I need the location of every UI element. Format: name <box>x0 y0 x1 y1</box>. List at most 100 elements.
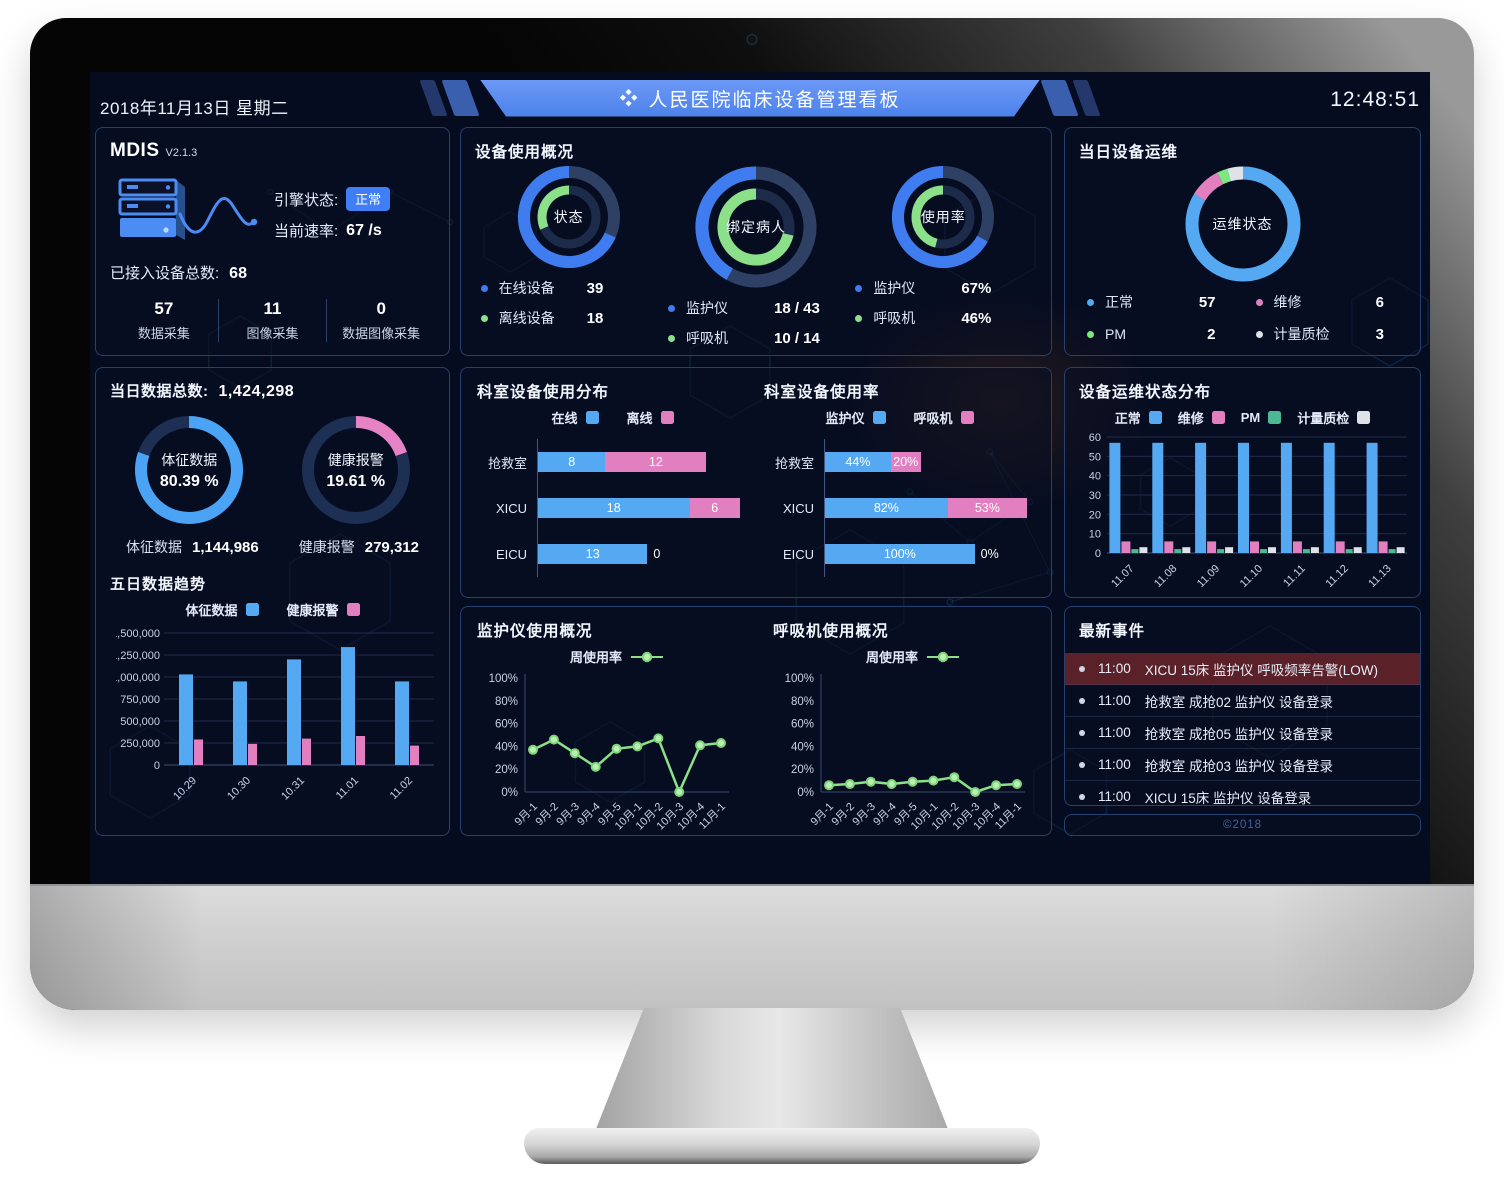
legend-swatch-icon <box>1211 411 1225 424</box>
panel-title: 呼吸机使用概况 <box>773 623 889 640</box>
header-date: 2018年11月13日 星期二 <box>100 99 289 118</box>
donut-center-label: 使用率 <box>920 209 966 225</box>
legend-item[interactable]: 周使用率 <box>866 647 960 666</box>
monitor-frame: 2018年11月13日 星期二 人民医院临床设备管理看板 <box>30 18 1474 1010</box>
bar-value-label: 0 <box>653 547 661 561</box>
svg-text:100%: 100% <box>785 673 814 685</box>
bar-segment: 18 <box>538 498 690 518</box>
legend-item[interactable]: PM <box>1241 410 1282 425</box>
bar-category-label: XICU <box>495 500 527 516</box>
bullet-icon <box>1079 729 1085 736</box>
legend-item[interactable]: 正常 57 <box>1087 292 1230 312</box>
usage-donut-column: 绑定病人 监护仪 18 / 43 呼吸机 10 / 14 <box>662 166 849 348</box>
bar-category-label: 抢救室 <box>774 455 814 471</box>
legend-item[interactable]: 监护仪 67% <box>855 278 1031 298</box>
maintenance-bar-chart: 0 10 20 30 40 50 60 11.07 11.08 11.09 11.10 11.11 11… <box>1073 427 1412 602</box>
panel-title: 设备使用概况 <box>475 144 575 161</box>
data-total-value: 1,424,298 <box>218 383 295 400</box>
total-label: 健康报警 <box>298 539 355 555</box>
legend-item[interactable]: 在线 <box>551 408 599 427</box>
title-banner: 人民医院临床设备管理看板 <box>419 78 1101 118</box>
wave-line <box>178 197 256 234</box>
svg-text:0: 0 <box>154 760 160 772</box>
event-time: 11:00 <box>1098 661 1131 676</box>
legend-item[interactable]: 在线设备 39 <box>480 278 657 298</box>
data-totals: 体征数据 1,144,986 健康报警 279,312 <box>106 537 439 557</box>
legend-swatch-icon <box>1148 411 1162 424</box>
stacked-bar: 18 6 <box>538 485 748 531</box>
panel-maintenance-today: 当日设备运维 运维状态 正常 57 维修 6 <box>1064 127 1421 356</box>
legend-item[interactable]: 健康报警 <box>287 600 360 619</box>
legend-label: 在线设备 <box>498 280 555 296</box>
legend-item[interactable]: PM 2 <box>1087 324 1230 344</box>
legend-value: 46% <box>961 309 992 327</box>
legend-item[interactable]: 离线设备 18 <box>480 308 657 328</box>
legend-label: 离线设备 <box>498 310 555 326</box>
legend-item[interactable]: 监护仪 18 / 43 <box>667 298 844 318</box>
svg-text:750,000: 750,000 <box>120 694 160 706</box>
legend-label: 呼吸机 <box>913 411 953 426</box>
dept-usage: 科室设备使用率 监护仪 呼吸机 <box>756 380 1043 585</box>
panel-maintenance-distribution: 设备运维状态分布 正常 维修 <box>1064 367 1421 598</box>
bar-category-label: EICU <box>495 546 527 562</box>
panel-title: 监护仪使用概况 <box>477 623 593 640</box>
panel-usage-lines: 监护仪使用概况 周使用率 0% 20% 40% 60% 80% 100% 9月-1 9月-2 9… <box>460 606 1052 836</box>
stat-item: 11 图像采集 <box>217 299 327 342</box>
monitor-usage-chart: 监护仪使用概况 周使用率 0% 20% 40% 60% 80% 100% 9月-1 9月-2 9… <box>469 619 765 832</box>
svg-text:9月-2: 9月-2 <box>829 801 857 829</box>
donut-center-label: 体征数据 <box>161 451 218 468</box>
legend-value: 57 <box>1198 293 1216 311</box>
legend-item[interactable]: 周使用率 <box>570 647 664 666</box>
legend-item[interactable]: 维修 6 <box>1255 292 1399 312</box>
bar-segment: 82% <box>825 498 948 518</box>
panel-latest-events: 最新事件 11:00 XICU 15床 监护仪 呼吸频率告警(LOW) 11:0… <box>1064 606 1421 806</box>
total-label: 体征数据 <box>126 539 182 555</box>
event-row: 11:00 抢救室 成抢02 监护仪 设备登录 <box>1065 685 1420 717</box>
legend-label: 监护仪 <box>685 300 728 316</box>
data-donuts: 体征数据 80.39 % 健康报警 19.61 % <box>106 415 439 525</box>
legend-item[interactable]: 计量质检 <box>1297 408 1371 427</box>
event-text: XICU 15床 监护仪 设备登录 <box>1144 790 1312 806</box>
bar-segment: 53% <box>947 498 1027 518</box>
legend-label: 呼吸机 <box>873 310 916 326</box>
legend-item[interactable]: 维修 <box>1178 408 1225 427</box>
legend-label: PM <box>1105 326 1126 342</box>
bar-segment: 8 <box>538 452 606 472</box>
legend-item[interactable]: 正常 <box>1115 408 1162 427</box>
legend-dot-icon <box>667 334 675 342</box>
bar-value-label: 0% <box>980 547 999 561</box>
legend-item[interactable]: 体征数据 <box>185 600 259 619</box>
legend-item[interactable]: 监护仪 <box>825 408 886 427</box>
usage-donuts: 状态 在线设备 39 离线设备 18 绑定病人 监护仪 18 / 43 呼吸机 10 / 14 使用… <box>475 166 1037 348</box>
mdis-version: V2.1.3 <box>165 147 198 159</box>
line-legend: 周使用率 <box>477 647 757 666</box>
legend-item[interactable]: 呼吸机 46% <box>855 308 1031 328</box>
svg-text:10.29: 10.29 <box>171 775 199 803</box>
dept-distribution: 科室设备使用分布 在线 离线 <box>469 380 756 585</box>
monitor-stand-base <box>524 1128 1040 1164</box>
stat-label: 图像采集 <box>246 326 299 341</box>
svg-text:11.02: 11.02 <box>388 775 415 802</box>
legend-dot-icon <box>1087 330 1094 338</box>
total-item: 体征数据 1,144,986 <box>126 537 259 557</box>
donut-chart: 状态 <box>517 166 620 268</box>
stat-label: 数据图像采集 <box>342 326 421 341</box>
title-diamond-icon <box>619 89 638 108</box>
legend-item[interactable]: 呼吸机 <box>914 408 974 427</box>
legend-item[interactable]: 计量质检 3 <box>1255 324 1399 344</box>
rate-value: 67 /s <box>346 221 382 239</box>
event-time: 11:00 <box>1098 693 1131 708</box>
legend-value: 10 / 14 <box>773 329 820 347</box>
stat-label: 数据采集 <box>137 326 190 341</box>
svg-text:40%: 40% <box>791 741 814 753</box>
panel-title: 最新事件 <box>1079 623 1146 640</box>
svg-text:11.01: 11.01 <box>334 775 361 802</box>
svg-text:40%: 40% <box>495 741 518 753</box>
svg-text:11.08: 11.08 <box>1152 563 1179 590</box>
donut-chart: 健康报警 19.61 % <box>301 415 411 525</box>
event-time: 11:00 <box>1098 757 1131 772</box>
legend-item[interactable]: 离线 <box>627 408 674 427</box>
legend-item[interactable]: 呼吸机 10 / 14 <box>667 328 844 348</box>
mdist-legend: 正常 维修 PM <box>1073 408 1412 427</box>
panel-title: 设备运维状态分布 <box>1079 384 1212 401</box>
